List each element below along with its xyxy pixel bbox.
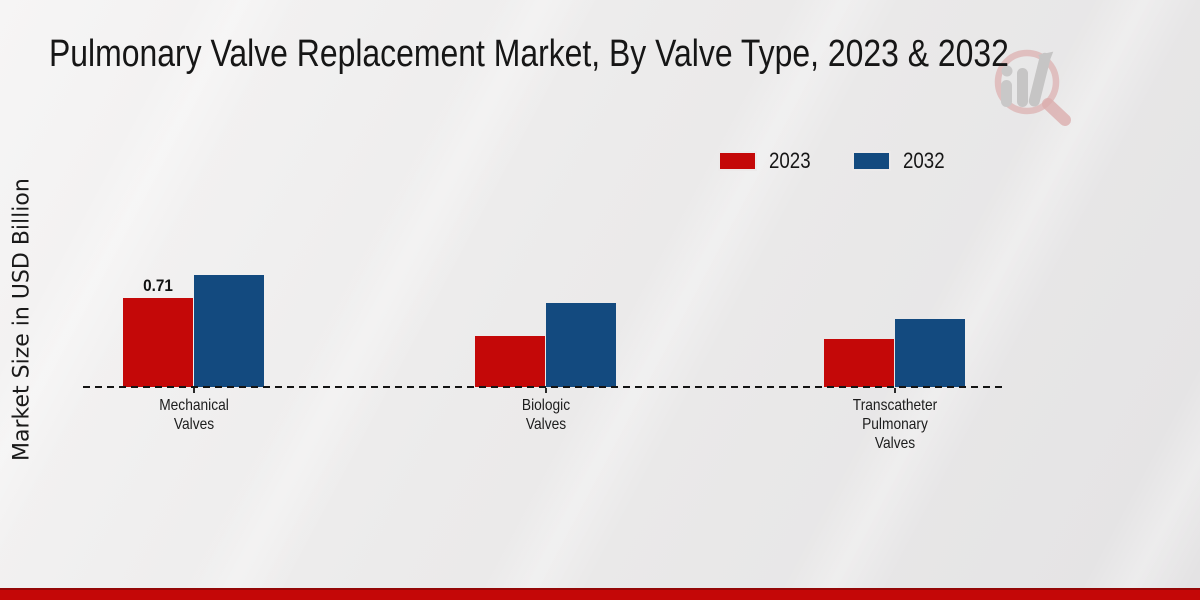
magnifier-bar-chart-logo-icon <box>994 49 1071 126</box>
bar-2023-cat0 <box>123 298 193 387</box>
bar-2032-cat0 <box>194 275 264 387</box>
legend-item-2023: 2023 <box>718 148 818 174</box>
y-axis-label: Market Size in USD Billion <box>9 178 35 462</box>
legend-label-2032: 2032 <box>902 148 945 173</box>
footer-accent-bar <box>0 588 1200 600</box>
chart-title: Pulmonary Valve Replacement Market, By V… <box>49 33 1009 75</box>
legend: 2023 2032 <box>718 148 952 174</box>
bar-2023-cat2 <box>824 339 894 387</box>
axis-tick <box>544 388 547 393</box>
bar-2032-cat2 <box>895 319 965 387</box>
axis-tick <box>893 388 896 393</box>
legend-label-2023: 2023 <box>769 148 811 173</box>
legend-swatch-2023 <box>718 151 757 171</box>
legend-item-2032: 2032 <box>851 148 952 174</box>
category-label: Transcatheter Pulmonary Valves <box>852 397 937 452</box>
bar-2023-cat1 <box>475 336 545 387</box>
bar-2032-cat1 <box>546 303 616 387</box>
bar-value-label: 0.71 <box>143 276 173 295</box>
x-axis-baseline <box>83 386 1007 388</box>
category-label: Mechanical Valves <box>158 397 229 433</box>
axis-tick <box>192 388 195 393</box>
legend-swatch-2032 <box>851 151 891 171</box>
category-label: Biologic Valves <box>521 397 570 433</box>
